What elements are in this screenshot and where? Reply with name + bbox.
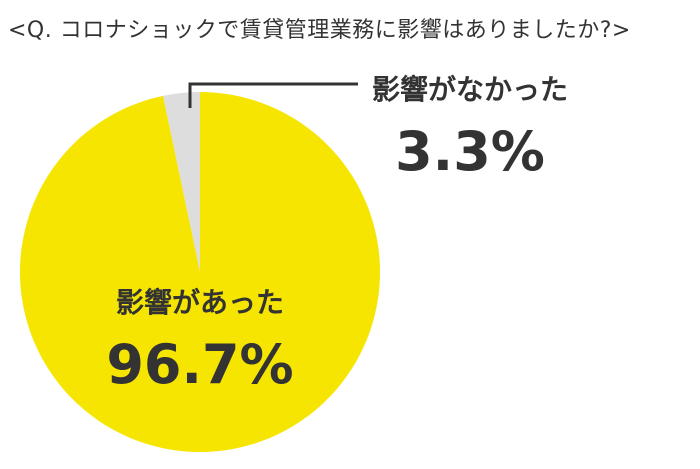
- slice-value-impact: 96.7%: [106, 333, 293, 396]
- slice-label-impact: 影響があった: [116, 286, 284, 319]
- slice-value-no-impact: 3.3%: [395, 120, 545, 183]
- pie-slice-impact: [20, 92, 381, 452]
- slice-label-no-impact: 影響がなかった: [372, 73, 568, 106]
- leader-line: [188, 82, 358, 108]
- pie-slice-no-impact: [162, 92, 200, 272]
- chart-title: <Q. コロナショックで賃貸管理業務に影響はありましたか?>: [8, 18, 631, 43]
- pie-slices: [20, 92, 381, 452]
